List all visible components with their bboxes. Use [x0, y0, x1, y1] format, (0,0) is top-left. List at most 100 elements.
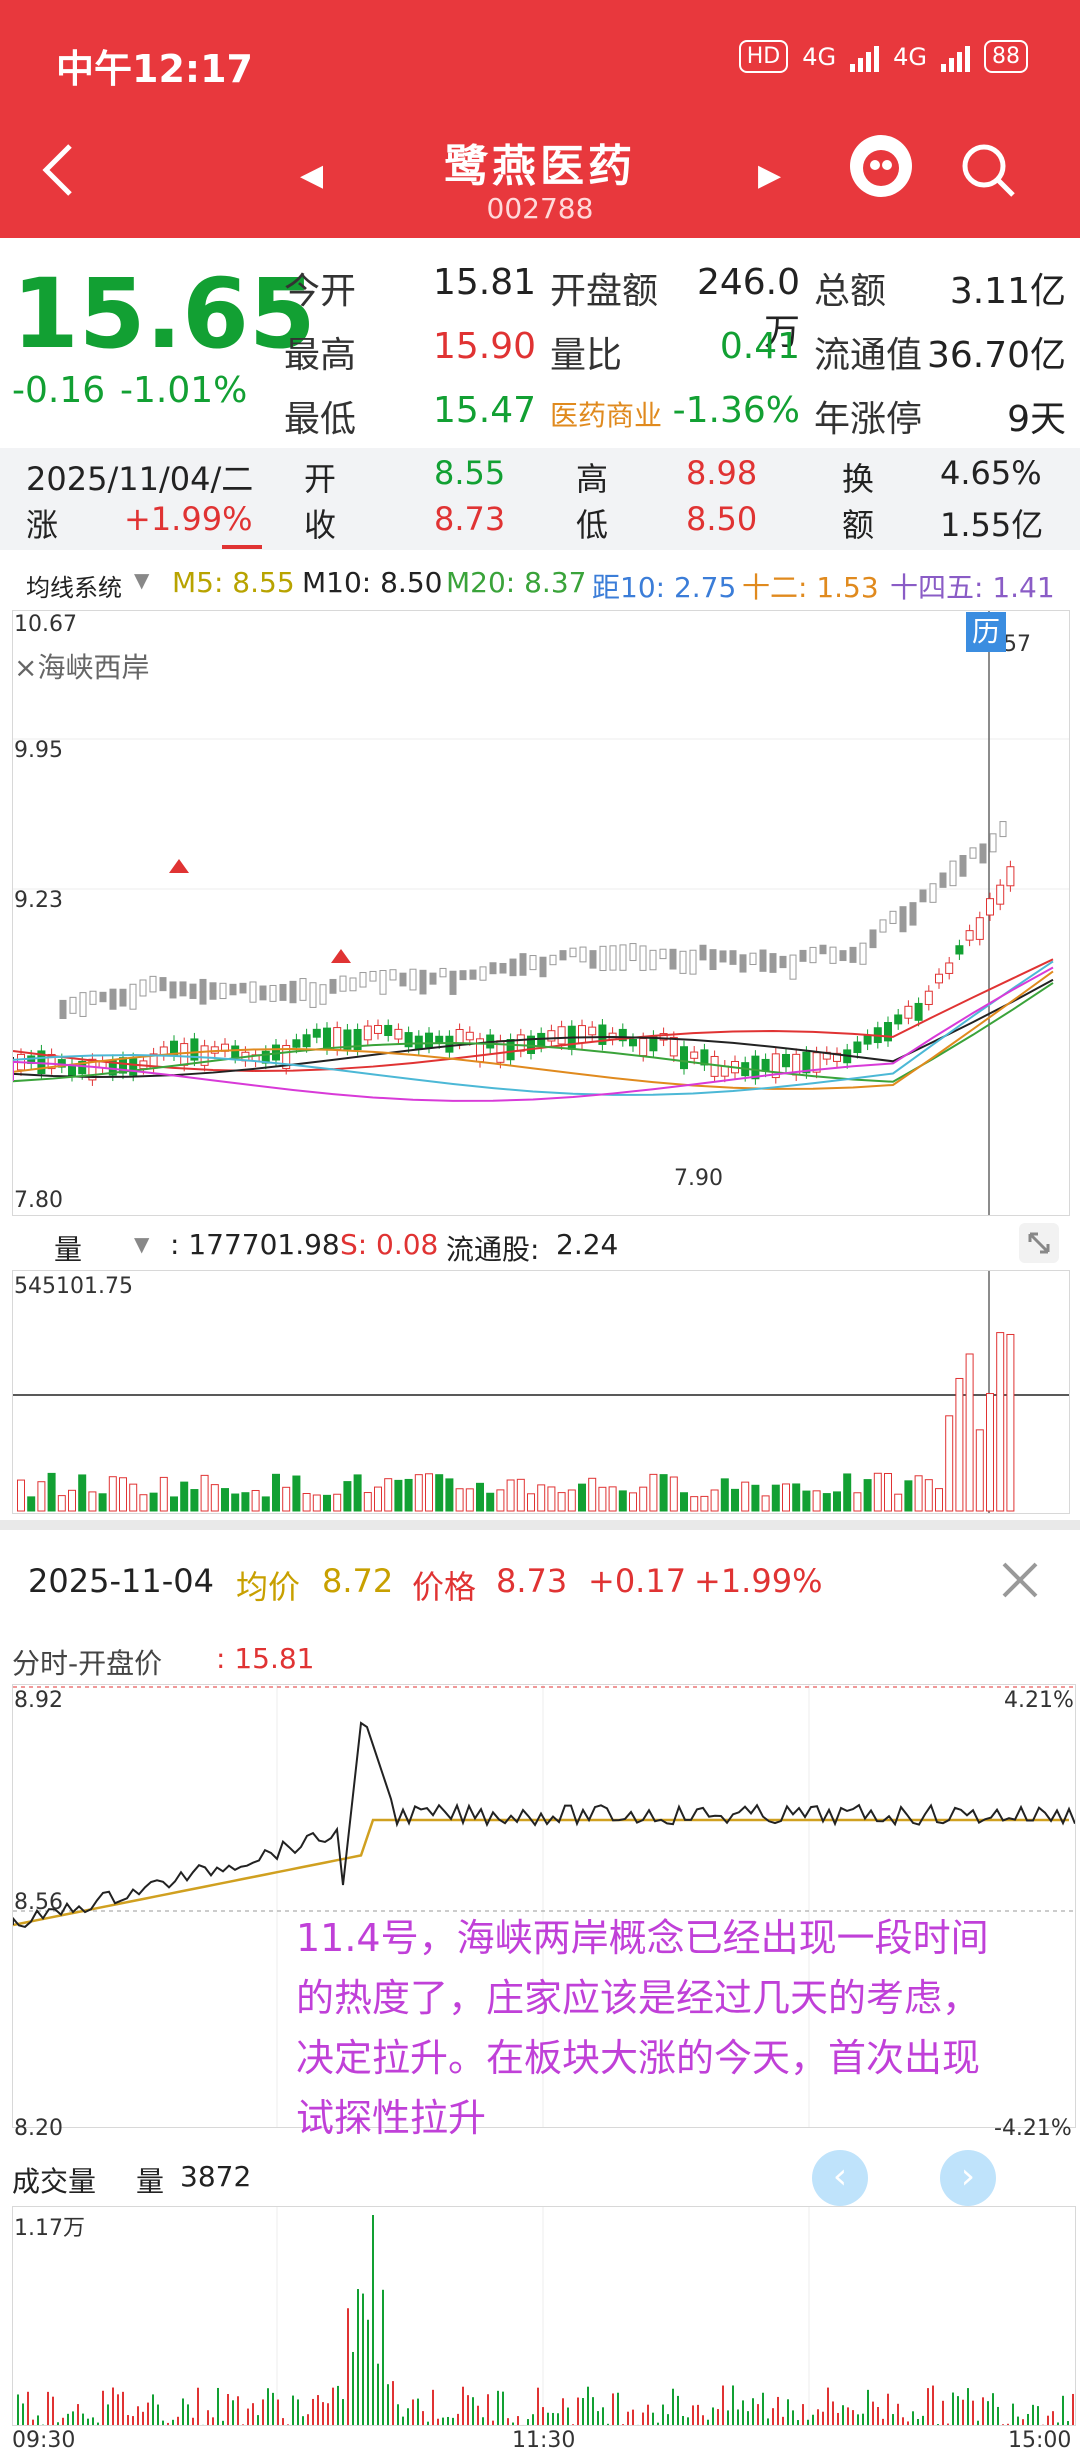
intraday-volume-bar [267, 2388, 269, 2425]
ma-system-dropdown[interactable]: 均线系统 [26, 574, 122, 602]
chevron-down-icon-2[interactable]: ▼ [134, 1232, 150, 1256]
intraday-volume-bar [602, 2407, 604, 2425]
close-icon[interactable] [996, 1556, 1044, 1604]
volume-label[interactable]: 量 [54, 1233, 83, 1266]
intraday-volume-bar [447, 2416, 449, 2425]
volume-canvas [13, 1271, 1069, 1513]
volume-chart[interactable] [12, 1270, 1070, 1514]
volume-bar [47, 1472, 56, 1512]
overlay-candle [639, 945, 647, 971]
volume-axis-top: 545101.75 [14, 1274, 133, 1299]
intraday-volume-bar [407, 2408, 409, 2425]
candle-body [639, 1038, 648, 1057]
chevron-down-icon[interactable]: ▼ [134, 568, 150, 592]
intraday-volume-bar [87, 2418, 89, 2425]
label-low: 最低 [284, 399, 357, 440]
volume-bar [435, 1474, 444, 1512]
value-sector: -1.36% [672, 390, 800, 431]
volume-bar [741, 1481, 750, 1512]
overlay-candle [499, 962, 507, 974]
intraday-volume-bar [422, 2411, 424, 2425]
label-sector[interactable]: 医药商业 [550, 399, 663, 432]
next-stock-icon[interactable]: ▶ [758, 158, 782, 193]
back-icon[interactable] [38, 140, 78, 200]
overlay-candle [279, 983, 287, 1001]
intraday-volume-bar [172, 2419, 174, 2425]
candle-body [88, 1058, 97, 1081]
volume-bar [445, 1478, 454, 1512]
intraday-volume-canvas [17, 2207, 1074, 2425]
overlay-candle [759, 949, 767, 972]
intraday-volume-chart[interactable] [12, 2206, 1076, 2426]
intraday-volume-bar [252, 2403, 254, 2425]
value-total: 3.11亿 [949, 271, 1066, 312]
intraday-volume-bar [497, 2390, 499, 2425]
overlay-candle [889, 910, 897, 924]
volume-bar [1006, 1333, 1015, 1512]
intraday-volume-bar [672, 2388, 674, 2425]
intraday-volume-bar [852, 2410, 854, 2425]
intraday-volume-bar [912, 2411, 914, 2425]
intraday-volume-bar [457, 2413, 459, 2425]
volume-bar [700, 1495, 709, 1512]
candle-body [200, 1045, 209, 1066]
volume-bar [272, 1473, 280, 1512]
intraday-volume-bar [677, 2395, 679, 2425]
history-button[interactable]: 历 [966, 612, 1006, 652]
label-high: 最高 [284, 335, 357, 376]
overlay-candle [929, 883, 937, 903]
intraday-volume-bar [67, 2413, 69, 2425]
next-day-button[interactable]: › [940, 2150, 996, 2206]
day-amount: 1.55亿 [940, 506, 1044, 544]
label-limit-up-days: 年涨停 [814, 399, 923, 440]
intraday-volume-bar [132, 2416, 134, 2425]
intraday-volume-bar [647, 2404, 649, 2425]
volume-bar [292, 1475, 301, 1512]
intraday-volume-bar [952, 2392, 954, 2425]
volume-bar [190, 1489, 199, 1512]
intraday-chart[interactable] [12, 1684, 1076, 2128]
intraday-volume-bar [92, 2417, 94, 2425]
volume-bar [761, 1495, 770, 1512]
intraday-volume-bar [612, 2393, 614, 2425]
overlay-candle [709, 949, 717, 971]
overlay-label[interactable]: ×海峡西岸 [14, 651, 150, 684]
intraday-volume-bar [692, 2405, 694, 2425]
kline-chart[interactable] [12, 610, 1070, 1216]
volume-bar [221, 1488, 229, 1512]
overlay-candle [989, 833, 997, 853]
volume-bar [618, 1490, 627, 1512]
prev-day-button[interactable]: ‹ [812, 2150, 868, 2206]
candle-body [404, 1032, 413, 1048]
intraday-volume-bar [327, 2403, 329, 2425]
overlay-candle [609, 945, 617, 971]
expand-icon[interactable] [1018, 1222, 1060, 1264]
overlay-candle [429, 972, 437, 985]
assistant-icon[interactable] [850, 135, 912, 197]
intraday-volume-bar [1027, 2413, 1029, 2425]
intraday-volume-bar [197, 2387, 199, 2425]
overlay-candle [129, 983, 137, 1010]
candle-body [833, 1052, 841, 1062]
volume-bar [516, 1478, 525, 1512]
intraday-y-bottom: 8.20 [14, 2116, 63, 2141]
volume-bar [863, 1479, 872, 1512]
overlay-candle [749, 952, 757, 965]
value-open: 15.81 [432, 262, 536, 303]
day-info-bar [0, 448, 1080, 550]
volume-bar [88, 1491, 97, 1512]
volume-bar [404, 1478, 413, 1512]
intraday-volume-bar [722, 2385, 724, 2425]
signal-triangle [331, 949, 351, 963]
overlay-candle [559, 950, 567, 961]
candle-body [761, 1058, 770, 1072]
intraday-volume-bar [332, 2387, 334, 2425]
volume-bar [506, 1479, 515, 1512]
prev-stock-icon[interactable]: ◀ [300, 158, 324, 193]
intraday-volume-bar [97, 2422, 99, 2425]
intraday-volume-bar [942, 2400, 944, 2425]
candle-body [986, 898, 994, 916]
volume-bar [363, 1492, 372, 1512]
volume-bar [496, 1489, 505, 1512]
search-icon[interactable] [958, 140, 1018, 200]
